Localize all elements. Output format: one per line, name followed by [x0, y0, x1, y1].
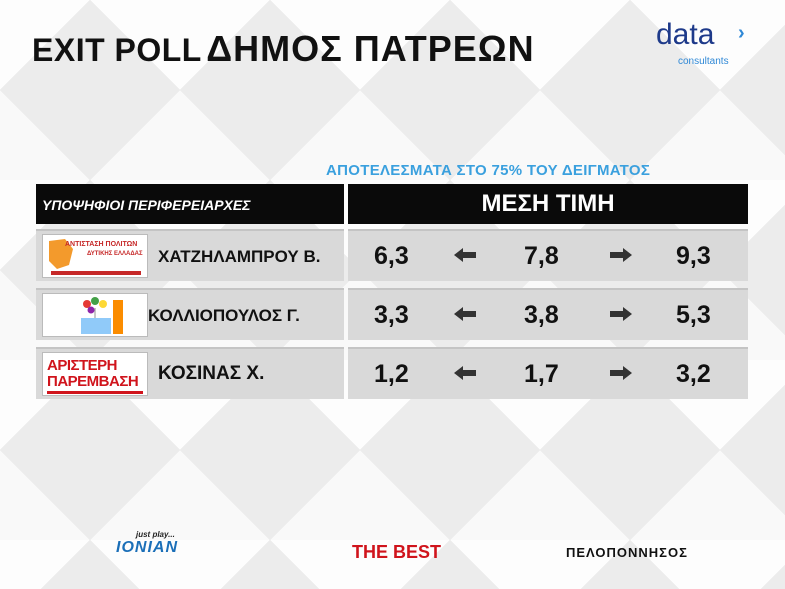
value-mean: 3,8: [524, 301, 559, 329]
logo-sub: consultants: [678, 56, 729, 67]
arrow-left-icon: [454, 248, 476, 262]
ionian-tagline: just play...: [136, 530, 175, 539]
logo-text-2: ΔΥΤΙΚΗΣ ΕΛΛΑΔΑΣ: [87, 251, 143, 257]
title-municipality: ΔΗΜΟΣ ΠΑΤΡΕΩΝ: [206, 28, 535, 69]
value-low: 6,3: [374, 242, 409, 270]
title-exit-poll: EXIT POLL: [32, 32, 202, 68]
logo-text-2: ΠΑΡΕΜΒΑΣΗ: [47, 373, 139, 390]
logo-text-1: ΑΝΤΙΣΤΑΣΗ ΠΟΛΙΤΩΝ: [65, 241, 138, 248]
party-logo-antistasi: ΑΝΤΙΣΤΑΣΗ ΠΟΛΙΤΩΝ ΔΥΤΙΚΗΣ ΕΛΛΑΔΑΣ: [42, 234, 148, 278]
page-title: EXIT POLL ΔΗΜΟΣ ΠΑΤΡΕΩΝ: [32, 28, 535, 70]
values-row-3: 1,2 1,7 3,2: [348, 347, 748, 399]
logo-text-1: ΑΡΙΣΤΕΡΗ: [47, 357, 118, 374]
candidate-row-3: ΑΡΙΣΤΕΡΗ ΠΑΡΕΜΒΑΣΗ ΚΟΣΙΝΑΣ Χ.: [36, 347, 344, 399]
header-candidates: ΥΠΟΨΗΦΙΟΙ ΠΕΡΙΦΕΡΕΙΑΡΧΕΣ: [36, 184, 344, 224]
value-low: 1,2: [374, 360, 409, 388]
values-row-1: 6,3 7,8 9,3: [348, 229, 748, 281]
ionian-name: IONIAN: [116, 539, 178, 556]
ionian-logo: just play... IONIAN: [116, 530, 178, 557]
arrow-right-icon: [610, 248, 632, 262]
logo-word: data: [656, 18, 715, 51]
candidate-row-2: ΚΟΛΛΙΟΠΟΥΛΟΣ Γ.: [36, 288, 344, 340]
values-row-2: 3,3 3,8 5,3: [348, 288, 748, 340]
value-low: 3,3: [374, 301, 409, 329]
arrow-right-icon: [610, 307, 632, 321]
value-high: 9,3: [676, 242, 711, 270]
arrow-left-icon: [454, 307, 476, 321]
value-high: 3,2: [676, 360, 711, 388]
value-mean: 1,7: [524, 360, 559, 388]
logo-arrow-icon: ›: [738, 22, 745, 44]
header-mean: ΜΕΣΗ ΤΙΜΗ: [348, 184, 748, 224]
peloponnisos-logo: ΠΕΛΟΠΟΝΝΗΣΟΣ: [566, 545, 688, 560]
sample-subtitle: ΑΠΟΤΕΛΕΣΜΑΤΑ ΣΤΟ 75% ΤΟΥ ΔΕΙΓΜΑΤΟΣ: [326, 162, 651, 179]
candidate-row-1: ΑΝΤΙΣΤΑΣΗ ΠΟΛΙΤΩΝ ΔΥΤΙΚΗΣ ΕΛΛΑΔΑΣ ΧΑΤΖΗΛ…: [36, 229, 344, 281]
candidate-name: ΚΟΣΙΝΑΣ Χ.: [158, 363, 265, 384]
logo-underline: [47, 391, 143, 394]
value-high: 5,3: [676, 301, 711, 329]
candidate-name: ΚΟΛΛΙΟΠΟΥΛΟΣ Γ.: [148, 306, 300, 325]
value-mean: 7,8: [524, 242, 559, 270]
arrow-right-icon: [610, 366, 632, 380]
candidate-name: ΧΑΤΖΗΛΑΜΠΡΟΥ Β.: [158, 247, 321, 266]
party-logo-balloons: [42, 293, 148, 337]
party-logo-aristeri-paremvasi: ΑΡΙΣΤΕΡΗ ΠΑΡΕΜΒΑΣΗ: [42, 352, 148, 396]
data-consultants-logo: data › consultants: [656, 20, 756, 72]
arrow-left-icon: [454, 366, 476, 380]
the-best-logo: THE BEST: [352, 542, 442, 562]
